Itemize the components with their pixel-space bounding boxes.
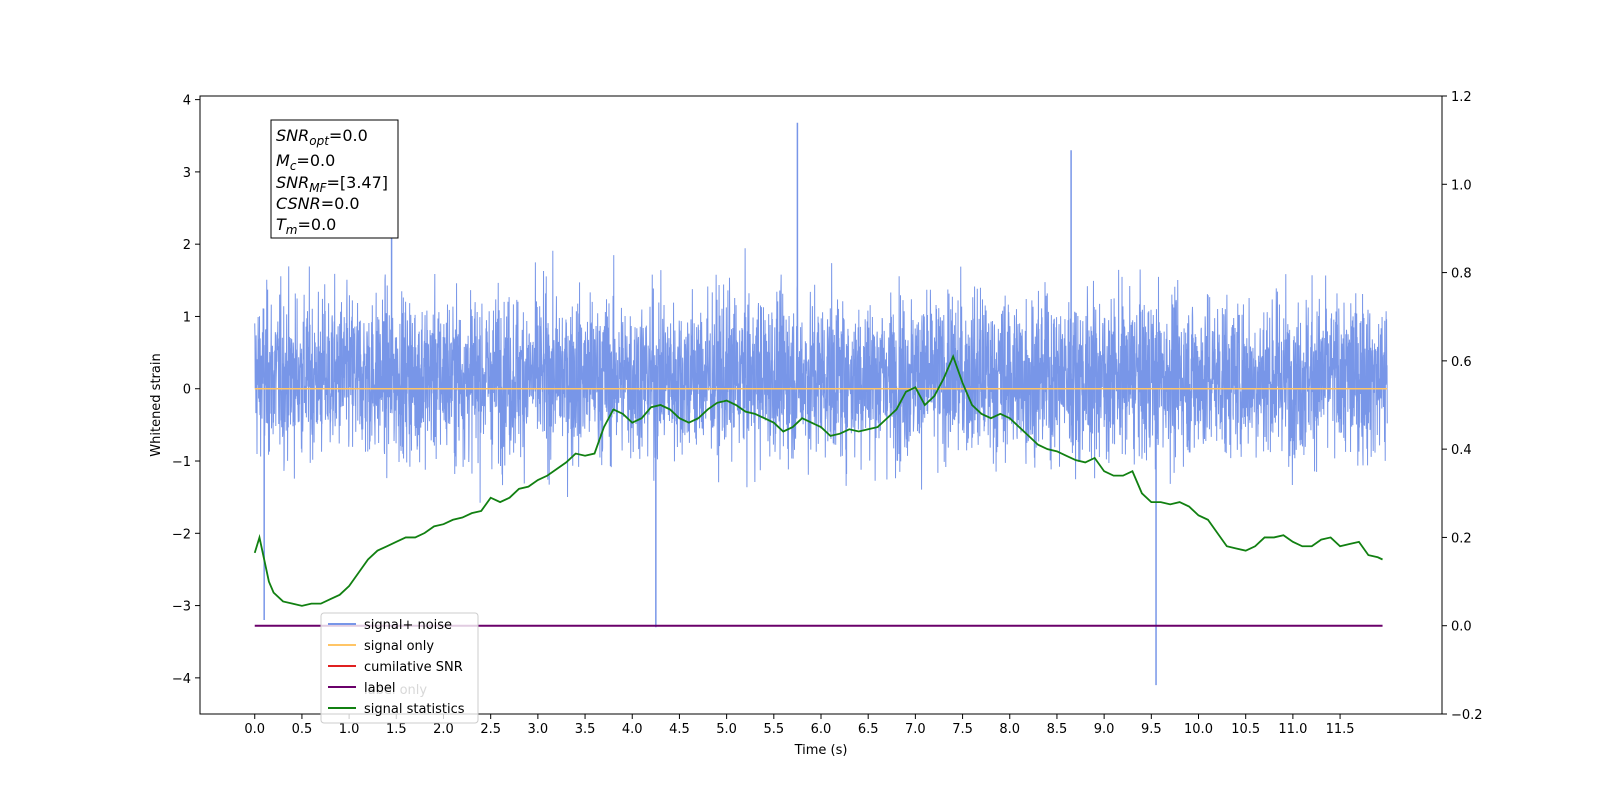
x-tick-label: 4.5 (669, 722, 690, 737)
y-tick-label: −4 (172, 672, 191, 687)
y2-tick-label: 0.6 (1451, 355, 1472, 370)
x-tick-label: 5.0 (716, 722, 737, 737)
legend-entry-label: label (328, 681, 395, 696)
y-tick-label: −2 (172, 527, 191, 542)
y-tick-label: 0 (183, 383, 191, 398)
x-tick-label: 8.5 (1047, 722, 1068, 737)
x-tick-label: 9.5 (1141, 722, 1162, 737)
x-tick-label: 2.0 (433, 722, 454, 737)
legend-label: signal only (364, 639, 434, 654)
annotation-snr-opt: SNRopt=0.0 (276, 126, 368, 148)
x-tick-label: 8.0 (999, 722, 1020, 737)
y2-tick-label: 1.2 (1451, 90, 1472, 105)
x-tick-label: 10.0 (1184, 722, 1213, 737)
signal-statistics-line (253, 353, 1383, 607)
y-tick-label: 3 (183, 166, 191, 181)
x-tick-label: 9.0 (1094, 722, 1115, 737)
y2-tick-label: −0.2 (1451, 708, 1483, 723)
y-tick-label: 4 (183, 94, 191, 109)
x-axis-ticks: 0.0 0.5 1.0 1.5 2.0 2.5 3.0 3.5 4.0 4.5 5.0 5.5 6.0 6… (244, 714, 1355, 737)
y2-tick-label: 0.0 (1451, 620, 1472, 635)
legend-label: label (364, 681, 395, 696)
legend-entry-cumilative-snr: cumilative SNR (328, 660, 463, 675)
y2-tick-label: 0.8 (1451, 267, 1472, 282)
x-tick-label: 5.5 (763, 722, 784, 737)
y2-tick-label: 1.0 (1451, 178, 1472, 193)
legend-label: signal+ noise (364, 618, 452, 633)
x-tick-label: 1.5 (386, 722, 407, 737)
x-tick-label: 4.0 (622, 722, 643, 737)
legend-label: signal statistics (364, 702, 465, 717)
x-tick-label: 6.0 (811, 722, 832, 737)
x-tick-label: 3.0 (528, 722, 549, 737)
x-tick-label: 7.0 (905, 722, 926, 737)
x-tick-label: 7.5 (952, 722, 973, 737)
y-tick-label: 1 (183, 310, 191, 325)
x-tick-label: 0.0 (244, 722, 265, 737)
legend-label: cumilative SNR (364, 660, 463, 675)
legend: label only signal+ noise signal only cum… (320, 612, 479, 724)
annotation-tm: Tm=0.0 (276, 215, 336, 237)
legend-entry-signal-noise: signal+ noise (328, 618, 452, 633)
annotation-snr-mf: SNRMF=[3.47] (276, 173, 388, 195)
y2-tick-label: 0.4 (1451, 443, 1472, 458)
y-axis-label: Whitened strain (149, 353, 164, 456)
x-tick-label: 3.5 (575, 722, 596, 737)
x-tick-label: 11.0 (1278, 722, 1307, 737)
y2-tick-label: 0.2 (1451, 531, 1472, 546)
legend-hidden-label: label only (364, 683, 427, 698)
x-tick-label: 10.5 (1231, 722, 1260, 737)
legend-entry-signal-only: signal only (328, 639, 434, 654)
y-tick-label: 2 (183, 238, 191, 253)
x-axis-label: Time (s) (794, 743, 848, 758)
legend-entry-signal-statistics: signal statistics (328, 702, 465, 717)
noise-series (254, 122, 1388, 686)
x-tick-label: 2.5 (480, 722, 501, 737)
stats-annotation-box: SNRopt=0.0 Mc=0.0 SNRMF=[3.47] CSNR=0.0 … (270, 119, 399, 239)
y-tick-label: −3 (172, 600, 191, 615)
x-tick-label: 0.5 (292, 722, 313, 737)
y-tick-label: −1 (172, 455, 191, 470)
x-tick-label: 6.5 (858, 722, 879, 737)
signal-noise-trace (254, 248, 1388, 503)
annotation-csnr: CSNR=0.0 (276, 194, 360, 213)
x-tick-label: 11.5 (1326, 722, 1355, 737)
x-tick-label: 1.0 (339, 722, 360, 737)
annotation-mc: Mc=0.0 (276, 151, 335, 173)
y-axis-ticks: 4 3 2 1 0 −1 −2 −3 −4 (172, 94, 200, 687)
y2-axis-ticks: 1.2 1.0 0.8 0.6 0.4 0.2 0.0 −0.2 (1442, 90, 1483, 723)
